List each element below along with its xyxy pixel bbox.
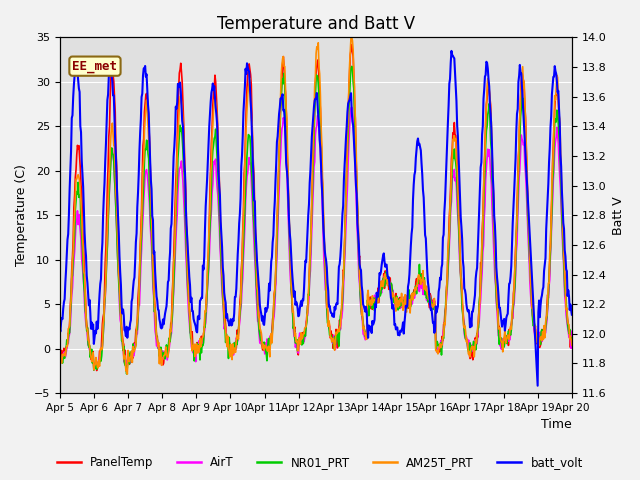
Y-axis label: Batt V: Batt V: [612, 196, 625, 235]
Legend: PanelTemp, AirT, NR01_PRT, AM25T_PRT, batt_volt: PanelTemp, AirT, NR01_PRT, AM25T_PRT, ba…: [52, 452, 588, 474]
X-axis label: Time: Time: [541, 419, 572, 432]
Y-axis label: Temperature (C): Temperature (C): [15, 164, 28, 266]
Title: Temperature and Batt V: Temperature and Batt V: [217, 15, 415, 33]
Text: EE_met: EE_met: [72, 60, 118, 72]
